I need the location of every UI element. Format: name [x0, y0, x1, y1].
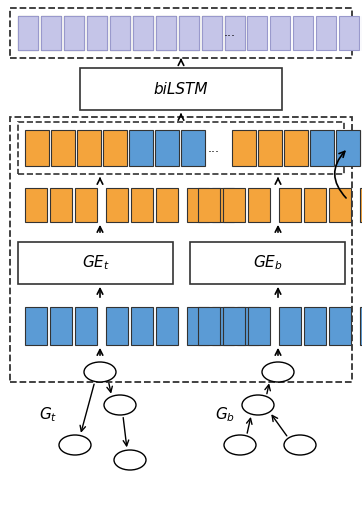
Bar — [202, 16, 222, 50]
Ellipse shape — [262, 362, 294, 382]
Bar — [225, 16, 245, 50]
Ellipse shape — [84, 362, 116, 382]
Bar — [131, 188, 153, 222]
Bar — [18, 122, 344, 174]
Text: ...: ... — [224, 27, 236, 39]
Bar — [64, 16, 84, 50]
Bar — [304, 307, 326, 345]
Bar — [133, 16, 153, 50]
Bar — [279, 188, 301, 222]
Bar — [106, 188, 128, 222]
Bar — [212, 307, 234, 345]
Bar — [133, 16, 153, 50]
Bar — [187, 188, 209, 222]
Ellipse shape — [242, 395, 274, 415]
Bar — [360, 307, 362, 345]
Bar — [310, 130, 334, 166]
Text: biLSTM: biLSTM — [154, 81, 208, 96]
Bar — [10, 8, 352, 58]
Ellipse shape — [114, 450, 146, 470]
Bar — [75, 307, 97, 345]
Bar — [339, 16, 359, 50]
Bar — [41, 16, 61, 50]
Bar — [77, 130, 101, 166]
Bar — [336, 130, 360, 166]
Ellipse shape — [104, 395, 136, 415]
Bar — [225, 16, 245, 50]
Bar — [155, 130, 179, 166]
Bar — [18, 242, 173, 284]
Bar — [87, 16, 107, 50]
Ellipse shape — [284, 435, 316, 455]
Text: ...: ... — [208, 141, 220, 155]
Bar — [258, 130, 282, 166]
Bar — [18, 16, 38, 50]
Bar — [190, 242, 345, 284]
Bar — [129, 130, 153, 166]
Bar — [304, 188, 326, 222]
Bar — [156, 16, 176, 50]
Bar — [50, 307, 72, 345]
Bar — [237, 307, 259, 345]
Bar — [223, 307, 245, 345]
Bar — [156, 307, 178, 345]
Bar — [360, 188, 362, 222]
Bar — [25, 188, 47, 222]
Bar — [198, 307, 220, 345]
Bar — [247, 16, 267, 50]
Bar — [64, 16, 84, 50]
Text: $GE_t$: $GE_t$ — [81, 253, 109, 272]
Bar — [248, 307, 270, 345]
Bar — [198, 188, 220, 222]
Bar — [248, 188, 270, 222]
Bar — [106, 307, 128, 345]
Bar — [181, 130, 205, 166]
Bar — [270, 16, 290, 50]
Bar — [329, 188, 351, 222]
Bar — [25, 307, 47, 345]
Bar — [202, 16, 222, 50]
Bar — [18, 16, 38, 50]
Bar — [25, 130, 49, 166]
Bar — [279, 307, 301, 345]
Bar — [212, 188, 234, 222]
Bar — [223, 188, 245, 222]
Ellipse shape — [59, 435, 91, 455]
Ellipse shape — [224, 435, 256, 455]
Bar — [41, 16, 61, 50]
Bar — [103, 130, 127, 166]
Bar — [284, 130, 308, 166]
Bar — [110, 16, 130, 50]
Bar — [80, 68, 282, 110]
Bar — [187, 307, 209, 345]
Bar — [50, 188, 72, 222]
Bar — [75, 188, 97, 222]
Bar — [179, 16, 199, 50]
Bar — [110, 16, 130, 50]
Text: $G_t$: $G_t$ — [39, 406, 57, 424]
Bar — [51, 130, 75, 166]
FancyArrowPatch shape — [335, 152, 346, 198]
Text: $G_b$: $G_b$ — [215, 406, 235, 424]
Bar — [156, 188, 178, 222]
Bar — [232, 130, 256, 166]
Text: $GE_b$: $GE_b$ — [253, 253, 282, 272]
Bar — [179, 16, 199, 50]
Bar — [293, 16, 313, 50]
Bar — [316, 16, 336, 50]
Bar — [156, 16, 176, 50]
Bar — [131, 307, 153, 345]
Bar — [329, 307, 351, 345]
Bar — [10, 117, 352, 382]
Bar — [87, 16, 107, 50]
